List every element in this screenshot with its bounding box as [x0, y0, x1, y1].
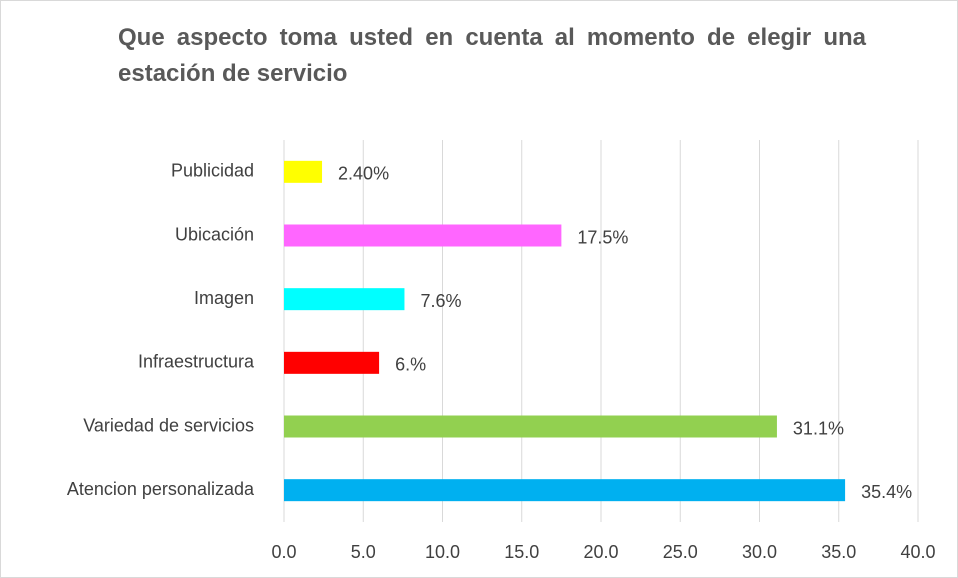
- bar: [284, 224, 562, 247]
- x-tick-label: 25.0: [663, 542, 698, 562]
- y-tick-label: Variedad de servicios: [83, 415, 254, 435]
- x-tick-label: 30.0: [742, 542, 777, 562]
- bar: [284, 351, 380, 374]
- x-tick-label: 0.0: [271, 542, 296, 562]
- x-tick-label: 35.0: [821, 542, 856, 562]
- y-tick-label: Ubicación: [175, 224, 254, 244]
- y-tick-label: Infraestructura: [138, 352, 255, 372]
- x-tick-label: 15.0: [504, 542, 539, 562]
- value-label: 2.40%: [338, 164, 389, 184]
- x-tick-label: 40.0: [900, 542, 935, 562]
- x-tick-label: 10.0: [425, 542, 460, 562]
- value-label: 6.%: [395, 355, 426, 375]
- chart-title: Que aspecto toma usted en cuenta al mome…: [118, 24, 866, 87]
- bar: [284, 160, 323, 183]
- y-tick-label: Imagen: [194, 288, 254, 308]
- bar: [284, 479, 846, 502]
- value-label: 17.5%: [577, 227, 628, 247]
- y-tick-label: Atencion personalizada: [67, 479, 255, 499]
- y-tick-label: Publicidad: [171, 161, 254, 181]
- value-label: 35.4%: [861, 482, 912, 502]
- value-label: 31.1%: [793, 418, 844, 438]
- value-label: 7.6%: [420, 291, 461, 311]
- x-tick-label: 5.0: [351, 542, 376, 562]
- bar: [284, 415, 777, 438]
- bar: [284, 288, 405, 311]
- x-tick-label: 20.0: [583, 542, 618, 562]
